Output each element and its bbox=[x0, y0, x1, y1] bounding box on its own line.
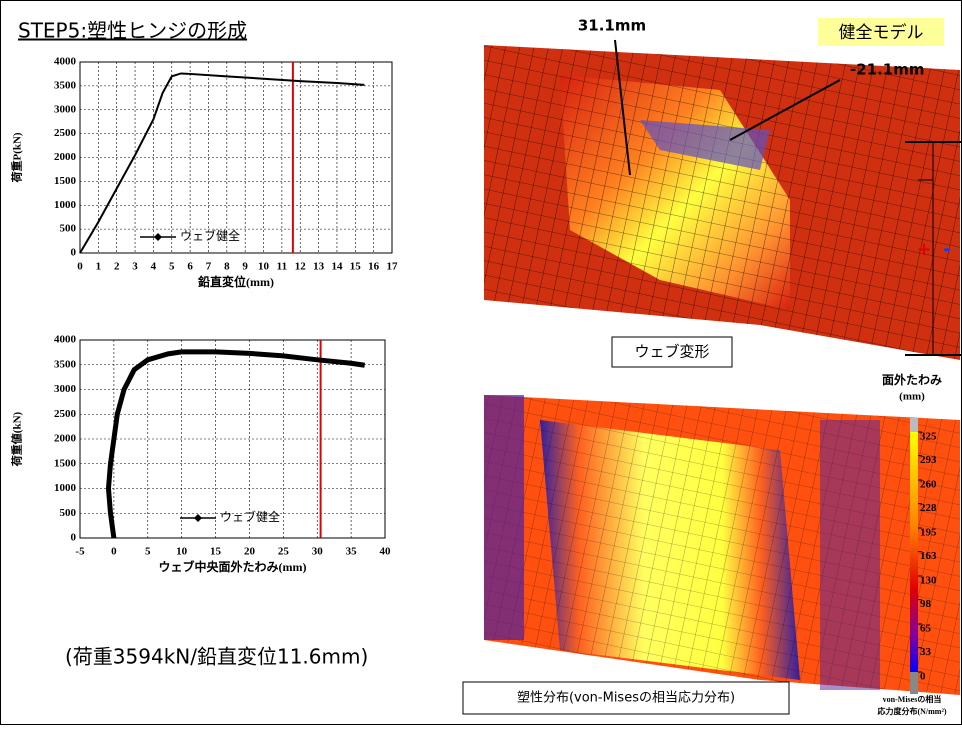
y-tick-label: 0 bbox=[71, 247, 77, 259]
slide-title: STEP5:塑性ヒンジの形成 bbox=[18, 19, 247, 43]
note: (荷重3594kN/鉛直変位11.6mm) bbox=[65, 645, 368, 669]
x-tick-label: 0 bbox=[111, 546, 117, 558]
colorbar-label: 65 bbox=[920, 623, 932, 635]
y-tick-label: 500 bbox=[60, 223, 77, 235]
max-label: 31.1mm bbox=[578, 17, 646, 35]
plus: + bbox=[916, 239, 931, 260]
y-tick-label: 0 bbox=[71, 532, 77, 544]
colorbar bbox=[910, 432, 918, 672]
x-tick-label: 10 bbox=[176, 546, 188, 558]
y-tick-label: 2000 bbox=[54, 151, 77, 163]
x-tick-label: 1 bbox=[96, 261, 102, 273]
y-tick-label: 4000 bbox=[54, 56, 77, 68]
x-tick-label: 5 bbox=[169, 261, 175, 273]
y-tick-label: 3000 bbox=[54, 103, 77, 115]
x-tick-label: 35 bbox=[346, 546, 358, 558]
y-tick-label: 3500 bbox=[54, 358, 77, 370]
x-axis-label: ウェブ中央面外たわみ(mm) bbox=[159, 559, 307, 574]
x-tick-label: 30 bbox=[312, 546, 324, 558]
colorbar-label: 195 bbox=[920, 527, 937, 539]
colorbar-label: 228 bbox=[920, 502, 937, 514]
colorbar-title: 応力度分布(N/mm²) bbox=[877, 706, 946, 716]
x-tick-label: 2 bbox=[114, 261, 120, 273]
stress-caption: 塑性分布(von-Misesの相当応力分布) bbox=[517, 691, 735, 706]
x-tick-label: 9 bbox=[242, 261, 248, 273]
y-tick-label: 1500 bbox=[54, 175, 77, 187]
x-tick-label: 4 bbox=[151, 261, 157, 273]
x-tick-label: 8 bbox=[224, 261, 230, 273]
deflection-unit: (mm) bbox=[899, 391, 925, 403]
x-tick-label: 12 bbox=[295, 261, 307, 273]
x-tick-label: 15 bbox=[210, 546, 222, 558]
x-axis-label: 鉛直変位(mm) bbox=[197, 274, 274, 289]
y-tick-label: 2000 bbox=[54, 433, 77, 445]
colorbar-label: 33 bbox=[920, 646, 932, 658]
x-tick-label: 16 bbox=[368, 261, 380, 273]
deflection-title: 面外たわみ bbox=[882, 372, 942, 387]
y-tick-label: 2500 bbox=[54, 408, 77, 420]
y-tick-label: 1500 bbox=[54, 457, 77, 469]
x-tick-label: 14 bbox=[331, 261, 343, 273]
colorbar-label: 163 bbox=[920, 550, 937, 562]
x-tick-label: 0 bbox=[77, 261, 83, 273]
x-tick-label: 40 bbox=[380, 546, 392, 558]
y-tick-label: 3000 bbox=[54, 383, 77, 395]
x-tick-label: 17 bbox=[387, 261, 399, 273]
colorbar-bottom bbox=[910, 672, 918, 694]
y-tick-label: 3500 bbox=[54, 79, 77, 91]
minus: - bbox=[943, 239, 950, 260]
slide: STEP5:塑性ヒンジの形成 (荷重3594kN/鉛直変位11.6mm) 31.… bbox=[0, 0, 962, 725]
x-tick-label: 13 bbox=[313, 261, 325, 273]
model-label: 健全モデル bbox=[839, 22, 924, 43]
x-tick-label: 10 bbox=[258, 261, 270, 273]
colorbar-title: von-Misesの相当 bbox=[883, 694, 942, 704]
y-tick-label: 1000 bbox=[54, 482, 77, 494]
colorbar-label: 260 bbox=[920, 479, 937, 491]
colorbar-label: 130 bbox=[920, 575, 937, 587]
x-tick-label: -5 bbox=[75, 546, 85, 558]
page: STEP5:塑性ヒンジの形成 (荷重3594kN/鉛直変位11.6mm) 31.… bbox=[0, 0, 962, 730]
deform-caption: ウェブ変形 bbox=[634, 343, 709, 361]
min-label: -21.1mm bbox=[850, 61, 925, 79]
x-tick-label: 25 bbox=[278, 546, 290, 558]
y-tick-label: 500 bbox=[60, 507, 77, 519]
y-tick-label: 4000 bbox=[54, 334, 77, 346]
colorbar-label: 0 bbox=[920, 671, 926, 683]
colorbar-label: 98 bbox=[920, 598, 932, 610]
x-tick-label: 3 bbox=[132, 261, 138, 273]
legend-label: ウェブ健全 bbox=[220, 509, 280, 524]
colorbar-label: 293 bbox=[920, 454, 937, 466]
x-tick-label: 15 bbox=[350, 261, 362, 273]
legend-label: ウェブ健全 bbox=[180, 228, 240, 243]
fem-stress bbox=[484, 395, 960, 695]
y-tick-label: 2500 bbox=[54, 127, 77, 139]
y-tick-label: 1000 bbox=[54, 199, 77, 211]
x-tick-label: 5 bbox=[145, 546, 151, 558]
colorbar-label: 325 bbox=[920, 431, 937, 443]
colorbar-top bbox=[910, 418, 918, 432]
y-axis-label: 荷重P(kN) bbox=[10, 132, 24, 183]
x-tick-label: 7 bbox=[206, 261, 212, 273]
y-axis-label: 荷重値(kN) bbox=[10, 411, 24, 467]
x-tick-label: 11 bbox=[277, 261, 287, 273]
x-tick-label: 6 bbox=[187, 261, 193, 273]
x-tick-label: 20 bbox=[244, 546, 256, 558]
